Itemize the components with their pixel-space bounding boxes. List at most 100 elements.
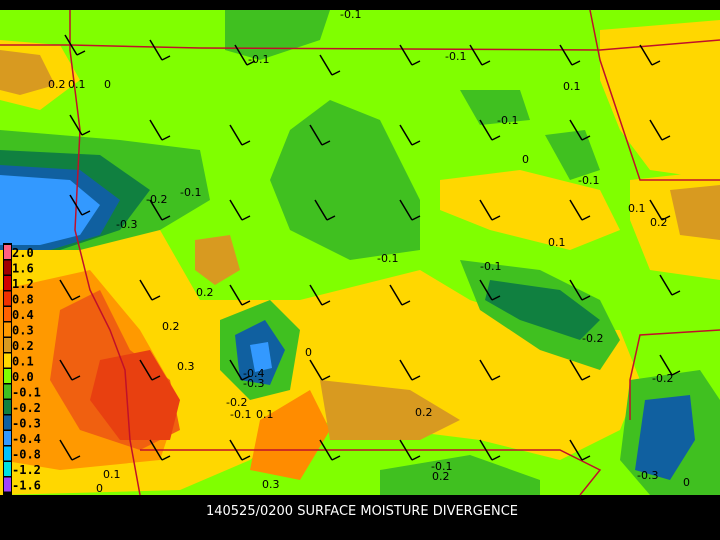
contour-label: 0: [104, 78, 111, 91]
wind-barb: [639, 44, 661, 66]
contour-label: -0.4: [243, 367, 264, 380]
wind-barb: [649, 199, 671, 221]
legend-label: -1.6: [12, 479, 41, 493]
contour-label: 0.1: [256, 408, 274, 421]
contour-label: -0.1: [497, 114, 518, 127]
contour-label: -0.1: [480, 260, 501, 273]
contour-label: -0.1: [248, 53, 269, 66]
wind-barb: [559, 44, 581, 66]
legend-swatch: [4, 322, 11, 337]
contour-label: -0.3: [243, 377, 264, 390]
wind-barb: [139, 279, 161, 301]
legend-swatch: [4, 400, 11, 414]
wind-barb: [569, 199, 591, 221]
wind-barb: [479, 439, 501, 461]
green-area: [380, 455, 540, 495]
wind-barb: [149, 439, 171, 461]
state-borders: [0, 9, 720, 496]
legend-swatch: [4, 276, 11, 290]
tan-area: [0, 50, 55, 95]
border-line: [69, 10, 141, 496]
legend-label: 1.2: [12, 277, 34, 291]
legend-swatch: [4, 384, 11, 399]
wind-barb: [149, 199, 171, 221]
contour-label: 0.2: [48, 78, 66, 91]
contour-label: -0.1: [230, 408, 251, 421]
wind-barb: [149, 119, 171, 141]
legend-label: 0.1: [12, 355, 34, 369]
contour-label: 0.3: [262, 478, 280, 491]
border-line: [629, 329, 720, 420]
contour-label: 0.2: [650, 216, 668, 229]
orange-area: [250, 390, 330, 480]
legend-swatch: [4, 245, 11, 259]
green-area: [270, 100, 420, 260]
contour-label: 0.3: [177, 360, 195, 373]
legend-swatch: [4, 431, 11, 445]
legend-label: -0.4: [12, 432, 41, 446]
legend-label: 0.3: [12, 324, 34, 338]
wind-barb: [569, 279, 591, 301]
contour-label: -0.1: [445, 50, 466, 63]
contour-label: 0.1: [68, 78, 86, 91]
legend-swatch: [4, 260, 11, 275]
legend-label: 2.0: [12, 246, 34, 260]
contour-label: 0.1: [548, 236, 566, 249]
wind-barb: [399, 359, 421, 381]
legend-label: -0.2: [12, 401, 41, 415]
wind-barb: [389, 284, 411, 306]
wind-barb: [229, 359, 251, 381]
contour-label: 0.1: [103, 468, 121, 481]
contour-label: 0.2: [162, 320, 180, 333]
blue-area: [635, 395, 695, 480]
border-line: [140, 449, 602, 496]
red-area: [90, 350, 180, 440]
light-blue-area: [250, 342, 272, 372]
wind-barb: [59, 439, 81, 461]
wind-barb: [69, 194, 91, 216]
map-field: [0, 10, 720, 495]
wind-barb: [649, 119, 671, 141]
wind-barb: [69, 114, 91, 136]
title: 140525/0200 SURFACE MOISTURE DIVERGENCE: [206, 504, 518, 519]
wind-barb: [229, 439, 251, 461]
wind-barb: [479, 359, 501, 381]
wind-barb: [309, 359, 331, 381]
contour-label: -0.1: [431, 460, 452, 473]
dark-green-area: [485, 280, 600, 340]
legend-swatch: [4, 338, 11, 352]
green-area: [225, 10, 330, 60]
contour-label: -0.2: [146, 193, 167, 206]
contour-label: -0.1: [340, 8, 361, 21]
wind-barb: [569, 359, 591, 381]
wind-barb: [309, 124, 331, 146]
legend-swatch: [4, 462, 11, 476]
wind-barb: [309, 284, 331, 306]
wind-barb: [139, 359, 161, 381]
contour-label: -0.2: [226, 396, 247, 409]
contour-label: -0.2: [582, 332, 603, 345]
wind-barb: [229, 124, 251, 146]
green-area: [545, 130, 600, 180]
contour-label: -0.3: [116, 218, 137, 231]
tan-area: [670, 185, 720, 240]
legend-label: -0.1: [12, 386, 41, 400]
wind-barb: [659, 274, 681, 296]
legend-swatch: [4, 446, 11, 461]
yellow-area: [600, 20, 720, 180]
wind-barb: [399, 439, 421, 461]
wind-barb: [149, 39, 171, 61]
contour-label: 0.2: [432, 470, 450, 483]
contour-label: -0.3: [637, 469, 658, 482]
legend-label: -1.2: [12, 463, 41, 477]
tan-area: [195, 235, 240, 285]
legend-label: 0.4: [12, 308, 34, 322]
wind-barb: [469, 44, 491, 66]
wind-barb: [479, 119, 501, 141]
wind-barb: [399, 199, 421, 221]
legend-swatch: [4, 415, 11, 430]
legend-swatch: [4, 353, 11, 368]
wind-barb: [64, 34, 86, 56]
wind-barb: [319, 54, 341, 76]
